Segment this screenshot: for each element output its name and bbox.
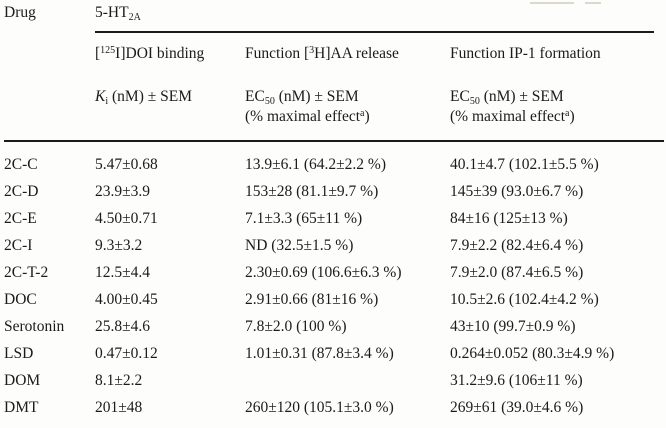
aa-release-value: 153±28 (81.1±9.7 %)	[245, 182, 379, 200]
ec50-ip1-measure-label: EC50 (nM) ± SEM (% maximal effecta)	[450, 63, 665, 142]
column-header-aa-release: Function [3H]AA release	[245, 45, 399, 62]
drug-name: Serotonin	[4, 317, 65, 335]
drug-name: LSD	[4, 344, 34, 362]
receptor-header-row: Drug 5-HT2A	[4, 2, 664, 33]
aa-release-value: 1.01±0.31 (87.8±3.4 %)	[245, 344, 394, 362]
table-row: 2C-E 4.50±0.71 7.1±3.3 (65±11 %) 84±16 (…	[4, 205, 664, 232]
ki-value: 0.47±0.12	[95, 344, 158, 362]
ip1-formation-value: 40.1±4.7 (102.1±5.5 %)	[450, 155, 599, 173]
aa-release-value: ND (32.5±1.5 %)	[245, 236, 354, 254]
receptor-subscript: 2A	[128, 12, 141, 23]
ki-measure-label: Ki (nM) ± SEM	[95, 63, 245, 142]
table-row: 2C-C 5.47±0.68 13.9±6.1 (64.2±2.2 %) 40.…	[4, 141, 664, 178]
ki-value: 201±48	[95, 398, 143, 416]
ip1-formation-value: 145±39 (93.0±6.7 %)	[450, 182, 584, 200]
table-row: DOC 4.00±0.45 2.91±0.66 (81±16 %) 10.5±2…	[4, 286, 664, 313]
ec50-aa-measure-label: EC50 (nM) ± SEM (% maximal effecta)	[245, 63, 450, 142]
aa-release-value: 13.9±6.1 (64.2±2.2 %)	[245, 155, 386, 173]
ip1-formation-value: 0.264±0.052 (80.3±4.9 %)	[450, 344, 615, 362]
ip1-formation-value: 84±16 (125±13 %)	[450, 209, 568, 227]
drug-name: DOC	[4, 290, 37, 308]
drug-name: 2C-D	[4, 182, 39, 200]
drug-name: 2C-E	[4, 209, 37, 227]
table-row: 2C-T-2 12.5±4.4 2.30±0.69 (106.6±6.3 %) …	[4, 259, 664, 286]
column-header-ip1-formation: Function IP-1 formation	[450, 45, 601, 62]
ip1-formation-value: 31.2±9.6 (106±11 %)	[450, 371, 583, 389]
crop-artifact	[530, 2, 574, 4]
ki-value: 23.9±3.9	[95, 182, 151, 200]
ki-value: 5.47±0.68	[95, 155, 158, 173]
ki-value: 4.00±0.45	[95, 290, 158, 308]
drug-name: 2C-T-2	[4, 263, 49, 281]
footnote-a-marker: a	[565, 108, 570, 119]
drug-name: DMT	[4, 398, 39, 416]
aa-release-value: 2.91±0.66 (81±16 %)	[245, 290, 379, 308]
receptor-underline	[95, 31, 654, 33]
table-row: 2C-D 23.9±3.9 153±28 (81.1±9.7 %) 145±39…	[4, 178, 664, 205]
ki-value: 9.3±3.2	[95, 236, 143, 254]
table-row: DOM 8.1±2.2 31.2±9.6 (106±11 %)	[4, 367, 664, 394]
aa-release-value: 7.8±2.0 (100 %)	[245, 317, 347, 335]
crop-artifact	[585, 2, 601, 4]
method-header-row: [125I]DOI binding Function [3H]AA releas…	[4, 33, 664, 63]
ip1-formation-value: 269±61 (39.0±4.6 %)	[450, 398, 584, 416]
aa-release-value: 2.30±0.69 (106.6±6.3 %)	[245, 263, 402, 281]
ki-value: 12.5±4.4	[95, 263, 151, 281]
table-row: Serotonin 25.8±4.6 7.8±2.0 (100 %) 43±10…	[4, 313, 664, 340]
drug-name: 2C-I	[4, 236, 33, 254]
isotope-125-superscript: 125	[100, 45, 116, 56]
ip1-formation-value: 7.9±2.0 (87.4±6.5 %)	[450, 263, 584, 281]
pharmacology-table: Drug 5-HT2A [125I]DOI binding Function […	[4, 2, 665, 421]
aa-release-value: 260±120 (105.1±3.0 %)	[245, 398, 394, 416]
receptor-header-cell: 5-HT2A	[95, 2, 664, 33]
ki-value: 25.8±4.6	[95, 317, 151, 335]
table-row: 2C-I 9.3±3.2 ND (32.5±1.5 %) 7.9±2.2 (82…	[4, 232, 664, 259]
column-header-doi-binding: [125I]DOI binding	[95, 45, 205, 62]
table-row: LSD 0.47±0.12 1.01±0.31 (87.8±3.4 %) 0.2…	[4, 340, 664, 367]
ip1-formation-value: 43±10 (99.7±0.9 %)	[450, 317, 576, 335]
column-header-drug: Drug	[4, 4, 36, 21]
ip1-formation-value: 10.5±2.6 (102.4±4.2 %)	[450, 290, 599, 308]
ki-value: 4.50±0.71	[95, 209, 158, 227]
drug-name: DOM	[4, 371, 41, 389]
isotope-3-superscript: 3	[309, 45, 315, 56]
receptor-name: 5-HT	[95, 4, 129, 21]
table-row: DMT 201±48 260±120 (105.1±3.0 %) 269±61 …	[4, 394, 664, 421]
drug-name: 2C-C	[4, 155, 38, 173]
footnote-a-marker: a	[360, 108, 365, 119]
ki-value: 8.1±2.2	[95, 371, 143, 389]
measure-header-row: Ki (nM) ± SEM EC50 (nM) ± SEM (% maximal…	[4, 63, 665, 142]
aa-release-value: 7.1±3.3 (65±11 %)	[245, 209, 363, 227]
ip1-formation-value: 7.9±2.2 (82.4±6.4 %)	[450, 236, 584, 254]
aa-release-value	[245, 367, 450, 394]
